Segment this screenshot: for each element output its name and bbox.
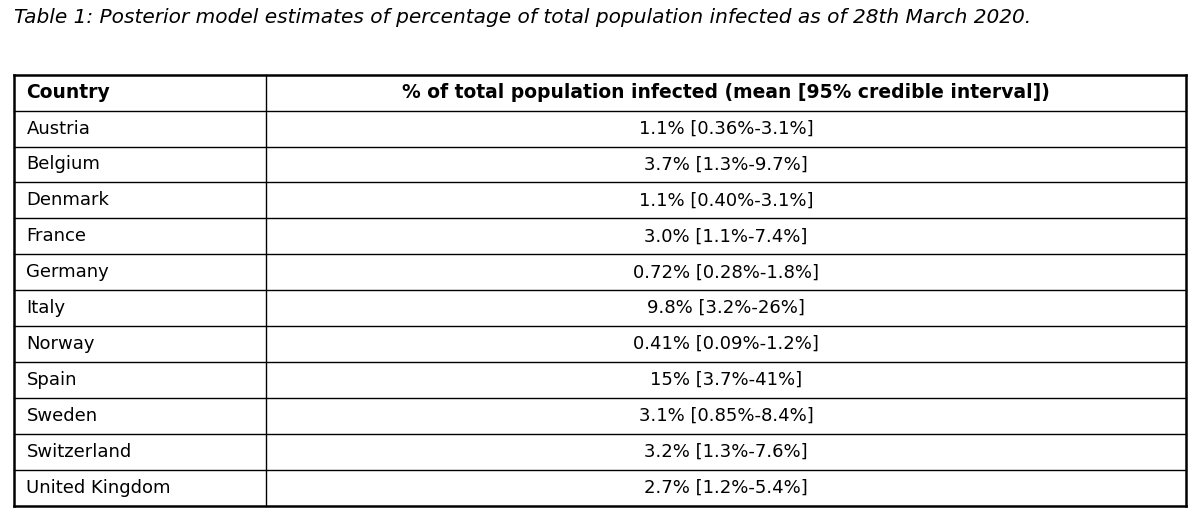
Text: 9.8% [3.2%-26%]: 9.8% [3.2%-26%] xyxy=(647,299,805,317)
Text: Austria: Austria xyxy=(26,119,90,138)
Text: Sweden: Sweden xyxy=(26,407,97,425)
Text: Country: Country xyxy=(26,83,110,102)
Text: 1.1% [0.36%-3.1%]: 1.1% [0.36%-3.1%] xyxy=(638,119,814,138)
Text: France: France xyxy=(26,227,86,245)
Text: Italy: Italy xyxy=(26,299,66,317)
Text: 3.1% [0.85%-8.4%]: 3.1% [0.85%-8.4%] xyxy=(638,407,814,425)
Text: Norway: Norway xyxy=(26,335,95,353)
Text: 2.7% [1.2%-5.4%]: 2.7% [1.2%-5.4%] xyxy=(644,479,808,497)
Text: 0.72% [0.28%-1.8%]: 0.72% [0.28%-1.8%] xyxy=(632,263,818,281)
Text: 3.0% [1.1%-7.4%]: 3.0% [1.1%-7.4%] xyxy=(644,227,808,245)
Text: Belgium: Belgium xyxy=(26,156,101,174)
Text: Spain: Spain xyxy=(26,371,77,389)
Text: Table 1: Posterior model estimates of percentage of total population infected as: Table 1: Posterior model estimates of pe… xyxy=(14,8,1032,27)
Text: Denmark: Denmark xyxy=(26,192,109,210)
Text: Germany: Germany xyxy=(26,263,109,281)
Text: 0.41% [0.09%-1.2%]: 0.41% [0.09%-1.2%] xyxy=(632,335,818,353)
Text: Switzerland: Switzerland xyxy=(26,443,132,461)
Text: 15% [3.7%-41%]: 15% [3.7%-41%] xyxy=(650,371,802,389)
Text: 1.1% [0.40%-3.1%]: 1.1% [0.40%-3.1%] xyxy=(638,192,814,210)
Text: United Kingdom: United Kingdom xyxy=(26,479,170,497)
Text: % of total population infected (mean [95% credible interval]): % of total population infected (mean [95… xyxy=(402,83,1050,102)
Text: 3.7% [1.3%-9.7%]: 3.7% [1.3%-9.7%] xyxy=(644,156,808,174)
Text: 3.2% [1.3%-7.6%]: 3.2% [1.3%-7.6%] xyxy=(644,443,808,461)
